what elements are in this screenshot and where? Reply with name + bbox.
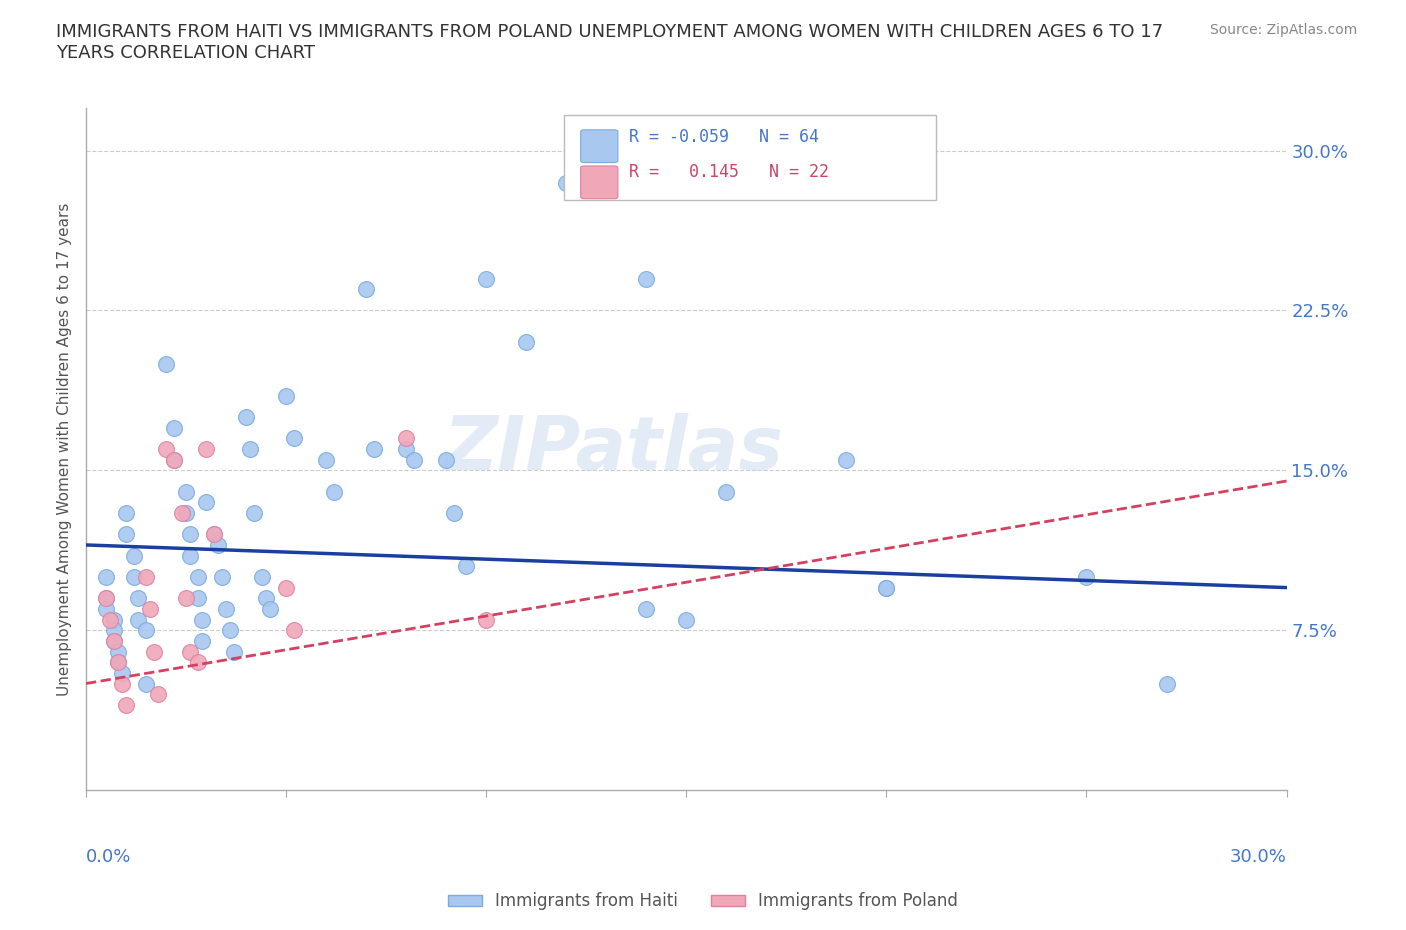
Point — [115, 506, 138, 521]
Point — [94, 569, 117, 584]
Point — [174, 591, 197, 605]
Point — [239, 442, 262, 457]
Point — [515, 335, 537, 350]
Point — [127, 612, 149, 627]
Point — [276, 389, 298, 404]
Point — [1076, 569, 1098, 584]
Point — [219, 623, 242, 638]
Point — [636, 602, 658, 617]
Point — [163, 452, 186, 467]
Point — [283, 623, 305, 638]
Point — [103, 623, 125, 638]
Point — [254, 591, 277, 605]
Point — [475, 612, 498, 627]
Point — [163, 420, 186, 435]
Text: ZIPatlas: ZIPatlas — [444, 413, 785, 485]
Point — [94, 591, 117, 605]
Point — [115, 527, 138, 542]
Point — [443, 506, 465, 521]
Point — [434, 452, 457, 467]
Point — [135, 676, 157, 691]
Text: IMMIGRANTS FROM HAITI VS IMMIGRANTS FROM POLAND UNEMPLOYMENT AMONG WOMEN WITH CH: IMMIGRANTS FROM HAITI VS IMMIGRANTS FROM… — [56, 23, 1163, 62]
Point — [224, 644, 246, 659]
Point — [135, 569, 157, 584]
Point — [111, 665, 134, 680]
Point — [179, 527, 201, 542]
Point — [250, 569, 273, 584]
Point — [94, 602, 117, 617]
Point — [94, 591, 117, 605]
Point — [179, 644, 201, 659]
Point — [202, 527, 225, 542]
Point — [283, 431, 305, 445]
Point — [174, 506, 197, 521]
Point — [555, 175, 578, 190]
Point — [395, 431, 418, 445]
Point — [187, 655, 209, 670]
Point — [122, 569, 145, 584]
Point — [174, 485, 197, 499]
Point — [143, 644, 166, 659]
FancyBboxPatch shape — [564, 114, 936, 200]
Text: R =   0.145   N = 22: R = 0.145 N = 22 — [628, 163, 828, 180]
Point — [139, 602, 162, 617]
Point — [456, 559, 478, 574]
Point — [276, 580, 298, 595]
Point — [155, 356, 177, 371]
FancyBboxPatch shape — [581, 130, 617, 163]
Point — [103, 612, 125, 627]
Point — [835, 452, 858, 467]
Text: R = -0.059   N = 64: R = -0.059 N = 64 — [628, 128, 818, 146]
Point — [716, 485, 738, 499]
Text: 30.0%: 30.0% — [1230, 847, 1286, 866]
Point — [191, 612, 214, 627]
Legend: Immigrants from Haiti, Immigrants from Poland: Immigrants from Haiti, Immigrants from P… — [441, 885, 965, 917]
Point — [243, 506, 266, 521]
Point — [323, 485, 346, 499]
Point — [475, 271, 498, 286]
Point — [207, 538, 229, 552]
Point — [103, 633, 125, 648]
Point — [127, 591, 149, 605]
Point — [404, 452, 426, 467]
FancyBboxPatch shape — [581, 166, 617, 199]
Point — [191, 633, 214, 648]
Point — [172, 506, 194, 521]
Point — [259, 602, 281, 617]
Point — [122, 548, 145, 563]
Point — [875, 580, 897, 595]
Point — [107, 655, 129, 670]
Point — [211, 569, 233, 584]
Point — [163, 452, 186, 467]
Point — [235, 409, 257, 424]
Point — [98, 612, 121, 627]
Point — [135, 623, 157, 638]
Text: 0.0%: 0.0% — [86, 847, 131, 866]
Text: Source: ZipAtlas.com: Source: ZipAtlas.com — [1209, 23, 1357, 37]
Point — [202, 527, 225, 542]
Point — [115, 698, 138, 712]
Point — [187, 569, 209, 584]
Point — [107, 644, 129, 659]
Point — [675, 612, 697, 627]
Point — [103, 633, 125, 648]
Point — [195, 442, 218, 457]
Point — [111, 676, 134, 691]
Point — [107, 655, 129, 670]
Point — [354, 282, 377, 297]
Point — [146, 686, 169, 701]
Point — [636, 271, 658, 286]
Point — [1156, 676, 1178, 691]
Point — [215, 602, 238, 617]
Point — [363, 442, 385, 457]
Point — [395, 442, 418, 457]
Point — [187, 591, 209, 605]
Point — [875, 580, 897, 595]
Point — [155, 442, 177, 457]
Y-axis label: Unemployment Among Women with Children Ages 6 to 17 years: Unemployment Among Women with Children A… — [58, 203, 72, 696]
Point — [195, 495, 218, 510]
Point — [315, 452, 337, 467]
Point — [179, 548, 201, 563]
